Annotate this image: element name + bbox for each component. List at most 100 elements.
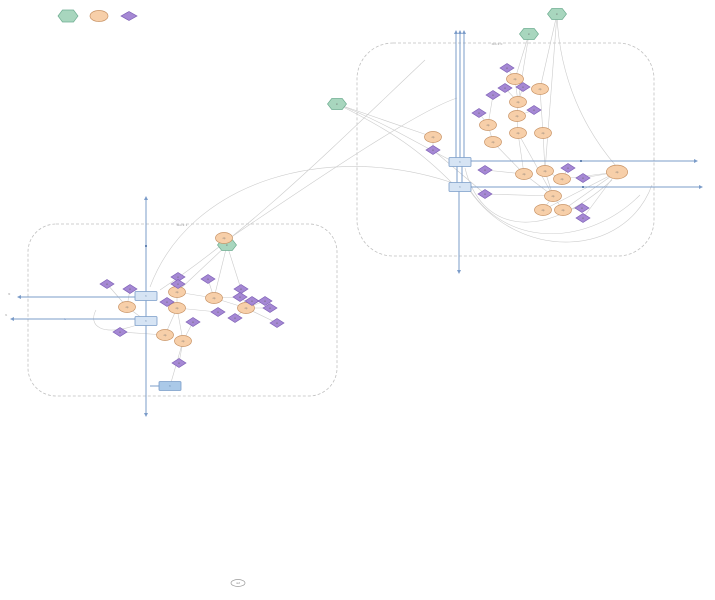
node-label: w — [567, 167, 569, 170]
edge-curve — [464, 167, 613, 223]
node-label: op — [542, 132, 545, 135]
output-node — [230, 579, 246, 587]
const-node — [262, 303, 278, 313]
node-label: op — [213, 297, 216, 300]
edge — [492, 141, 525, 175]
rail-arrowhead-up — [462, 30, 466, 34]
cluster-bottom-left — [27, 223, 338, 397]
edge-curve — [469, 189, 641, 234]
const-node — [485, 90, 501, 100]
edge — [517, 33, 530, 103]
const-node — [477, 189, 493, 199]
junction-dot — [580, 160, 582, 162]
node-label: op — [176, 307, 179, 310]
op-node — [118, 301, 136, 313]
input-node — [327, 98, 347, 110]
node-label: op — [552, 195, 555, 198]
const-node — [526, 105, 542, 115]
op-node — [509, 96, 527, 108]
node-label: op — [176, 291, 179, 294]
node-label: op — [544, 170, 547, 173]
cluster-top-right-label: block 0 — [492, 42, 503, 46]
node-label: op — [492, 141, 495, 144]
node-label: op — [126, 306, 129, 309]
edge — [539, 13, 558, 90]
op-node — [479, 119, 497, 131]
node-label: in — [528, 33, 531, 36]
edge — [539, 88, 544, 134]
node-label: w — [533, 109, 535, 112]
const-node — [232, 292, 248, 302]
node-label: op — [245, 307, 248, 310]
const-node — [575, 213, 591, 223]
const-node — [170, 272, 186, 282]
edge-curve — [149, 166, 457, 288]
node-label: w — [166, 301, 168, 304]
rail-arrowhead-down — [457, 270, 461, 274]
const-node — [497, 83, 513, 93]
edge — [484, 193, 554, 197]
node-label: op — [164, 334, 167, 337]
edge — [226, 244, 242, 290]
rail-label: ts — [64, 318, 67, 321]
node-label: w — [177, 283, 179, 286]
rail-arrowhead-right — [694, 159, 698, 163]
node-label: op — [432, 136, 435, 139]
node-label: w — [177, 276, 179, 279]
node-label: op — [516, 115, 519, 118]
rail-arrowhead-left — [10, 317, 14, 321]
edge — [582, 171, 618, 219]
node-label: w — [492, 94, 494, 97]
node-label: op — [562, 209, 565, 212]
op-node — [606, 164, 628, 180]
const-node — [210, 307, 226, 317]
node-label: in — [336, 103, 339, 106]
op-node — [506, 73, 524, 85]
node-label: w — [217, 311, 219, 314]
node-label: w — [251, 300, 253, 303]
const-node — [159, 297, 175, 307]
node-label: in — [226, 244, 229, 247]
node-label: w — [522, 86, 524, 89]
const-node — [269, 318, 285, 328]
buffer-node — [158, 381, 182, 391]
node-label: op — [539, 88, 542, 91]
legend-hexagon — [57, 9, 79, 23]
rail-arrowhead-down — [144, 413, 148, 417]
rail-label: t1 — [5, 314, 8, 317]
const-node — [499, 63, 515, 73]
node-label: w — [234, 317, 236, 320]
edge — [542, 132, 546, 172]
cluster-bottom-left-label: block 1 — [177, 223, 188, 227]
buffer-node — [134, 291, 158, 301]
node-label: op — [182, 340, 185, 343]
node-label: w — [264, 300, 266, 303]
node-label: w — [119, 331, 121, 334]
edge — [562, 171, 618, 211]
node-label: w — [432, 149, 434, 152]
edge — [542, 171, 618, 211]
node-label: w — [276, 322, 278, 325]
edge — [213, 244, 228, 299]
junction-dot — [582, 186, 584, 188]
junction-dot — [145, 245, 147, 247]
op-node — [424, 131, 442, 143]
const-node — [477, 165, 493, 175]
edge-curve — [159, 59, 426, 291]
node-label: op — [223, 237, 226, 240]
const-node — [257, 296, 273, 306]
node-label: op — [514, 78, 517, 81]
edge — [176, 244, 228, 293]
const-node — [185, 317, 201, 327]
rail-label: t0 — [8, 293, 11, 296]
node-label: w — [269, 307, 271, 310]
node-label: w — [484, 169, 486, 172]
const-node — [574, 203, 590, 213]
const-node — [575, 173, 591, 183]
op-node — [168, 302, 186, 314]
op-node — [215, 232, 233, 244]
const-node — [200, 274, 216, 284]
node-label: w — [582, 217, 584, 220]
node-label: w — [506, 67, 508, 70]
edge-curve — [556, 15, 617, 167]
